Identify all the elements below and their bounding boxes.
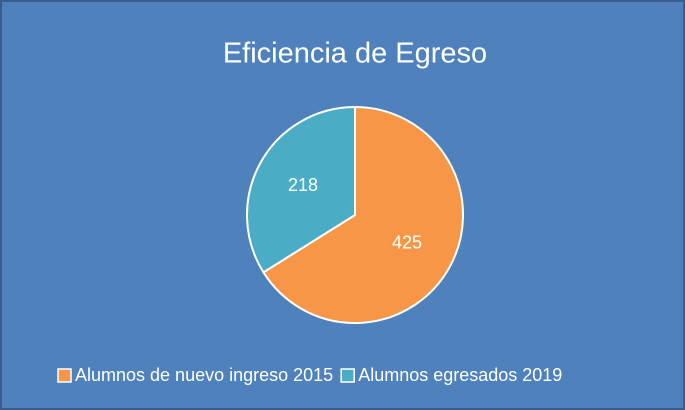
data-label: 218 — [288, 175, 318, 195]
legend-label: Alumnos egresados 2019 — [358, 365, 562, 385]
legend-swatch — [57, 368, 72, 383]
data-label: 425 — [392, 233, 422, 253]
legend-label: Alumnos de nuevo ingreso 2015 — [75, 365, 333, 385]
chart-title: Eficiencia de Egreso — [223, 38, 487, 70]
legend-swatch — [340, 368, 355, 383]
pie-slice — [262, 105, 464, 324]
pie-slice — [246, 105, 356, 274]
